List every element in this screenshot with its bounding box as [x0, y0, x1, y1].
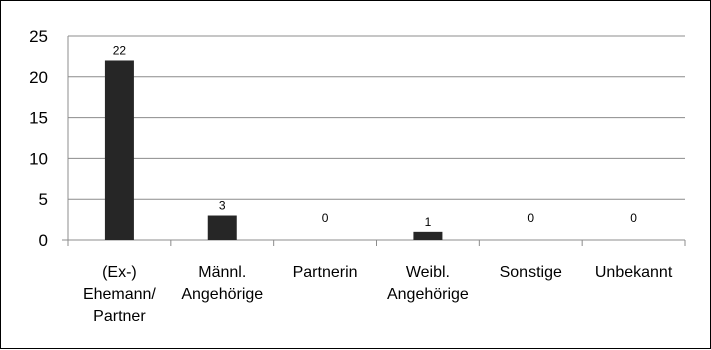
- y-tick-label: 0: [39, 231, 48, 250]
- x-tick-label: Weibl.: [406, 264, 450, 281]
- bar-3: [413, 231, 443, 240]
- x-tick-label: Unbekannt: [595, 264, 673, 281]
- y-tick-label: 10: [29, 149, 48, 168]
- y-tick-label: 25: [29, 27, 48, 46]
- x-tick-label: Ehemann/: [83, 286, 156, 303]
- y-tick-label: 5: [39, 190, 48, 209]
- x-tick-label: Sonstige: [500, 264, 562, 281]
- bar-1: [207, 215, 237, 240]
- y-tick-label: 20: [29, 68, 48, 87]
- x-tick-label: Angehörige: [387, 286, 469, 303]
- x-tick-label: (Ex-): [102, 264, 137, 281]
- data-label: 22: [113, 43, 127, 57]
- x-tick-label: Partner: [93, 308, 146, 325]
- data-label: 0: [630, 211, 637, 225]
- x-tick-label: Angehörige: [181, 286, 263, 303]
- data-label: 1: [425, 215, 432, 229]
- x-tick-label: Männl.: [198, 264, 246, 281]
- x-tick-label: Partnerin: [293, 264, 358, 281]
- data-label: 0: [322, 211, 329, 225]
- data-label: 0: [527, 211, 534, 225]
- bar-0: [104, 60, 134, 241]
- y-tick-label: 15: [29, 109, 48, 128]
- data-label: 3: [219, 199, 226, 213]
